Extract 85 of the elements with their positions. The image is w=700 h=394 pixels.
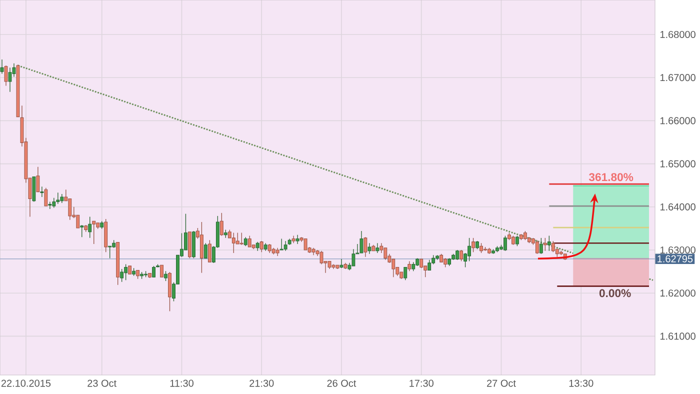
annotation: 0.00% (599, 289, 631, 298)
candlestick (260, 240, 264, 252)
candlestick (523, 230, 527, 240)
candlestick (236, 232, 240, 244)
candlestick (543, 238, 547, 252)
candlestick (472, 238, 475, 252)
y-tick-label: 1.67000 (660, 74, 696, 82)
x-tick-label: 27 Oct (487, 380, 516, 387)
candlestick (200, 222, 204, 274)
y-tick-label: 1.62000 (660, 290, 696, 297)
candlestick (368, 242, 372, 254)
y-tick-label: 1.61000 (660, 332, 696, 340)
candlestick (108, 246, 112, 259)
x-tick-label: 21:30 (250, 380, 274, 387)
candlestick (124, 264, 128, 281)
candlestick (60, 194, 64, 204)
candlestick (504, 235, 507, 252)
candlestick (40, 186, 44, 198)
candlestick (408, 260, 412, 272)
candlestick (268, 244, 272, 254)
candlestick (516, 235, 519, 246)
candlestick (208, 240, 212, 262)
x-tick-label: 17:30 (410, 380, 434, 387)
candlestick (4, 65, 8, 86)
candlestick (0, 59, 4, 74)
candlestick (164, 270, 168, 282)
candlestick (444, 258, 448, 268)
x-tick-label: 13:30 (569, 380, 594, 387)
candlestick (412, 262, 416, 272)
candlestick (428, 260, 432, 271)
candlestick (160, 264, 164, 278)
candlestick (220, 212, 224, 236)
candlestick (456, 250, 460, 260)
candlestick (535, 240, 539, 254)
annotation: 361.80% (588, 173, 634, 182)
candlestick (44, 188, 48, 206)
candlestick (512, 235, 515, 246)
y-tick-label: 1.68000 (660, 30, 696, 38)
candlestick (48, 201, 52, 210)
candlestick (480, 242, 483, 254)
candlestick (36, 166, 40, 192)
candlestick (404, 266, 408, 281)
x-tick-label: 22.10.2015 (1, 380, 51, 387)
candlestick (68, 198, 72, 220)
y-tick-label: 1.66000 (660, 117, 696, 124)
candlestick (8, 67, 12, 92)
candlestick (152, 266, 156, 278)
candlestick (420, 258, 424, 268)
y-tick-label: 1.63000 (660, 246, 696, 254)
x-tick-label: 23 Oct (88, 380, 116, 387)
candlestick (468, 238, 471, 262)
candlestick (352, 248, 356, 266)
candlestick (80, 224, 84, 238)
y-tick-label: 1.65000 (660, 160, 696, 168)
candlestick (376, 242, 380, 254)
candlestick (360, 230, 364, 254)
candlestick (340, 258, 344, 268)
candlestick (460, 250, 464, 262)
candlestick (232, 232, 236, 254)
candlestick (256, 241, 260, 252)
candlestick (56, 192, 60, 204)
candlestick (168, 272, 172, 312)
candlestick (248, 235, 252, 248)
ref-line-label: 1.62795 (658, 255, 693, 262)
y-tick-label: 1.64000 (660, 203, 696, 210)
candlestick (539, 238, 543, 254)
x-tick-label: 11:30 (170, 380, 194, 387)
candlestick (240, 232, 244, 246)
candlestick (392, 258, 396, 278)
candlestick (547, 235, 551, 252)
candlestick (320, 250, 324, 265)
candlestick (120, 268, 124, 282)
candlestick (280, 238, 284, 250)
candlestick (88, 216, 92, 238)
candlestick (204, 242, 208, 259)
candlestick (92, 220, 96, 244)
candlestick (244, 236, 248, 246)
x-tick-label: 26 Oct (327, 380, 356, 387)
candlestick (364, 236, 368, 258)
candlestick (296, 234, 300, 244)
candlestick (304, 238, 308, 250)
candlestick (284, 240, 288, 252)
candlestick (551, 240, 555, 252)
candlestick (76, 214, 80, 228)
candlestick (52, 198, 56, 208)
